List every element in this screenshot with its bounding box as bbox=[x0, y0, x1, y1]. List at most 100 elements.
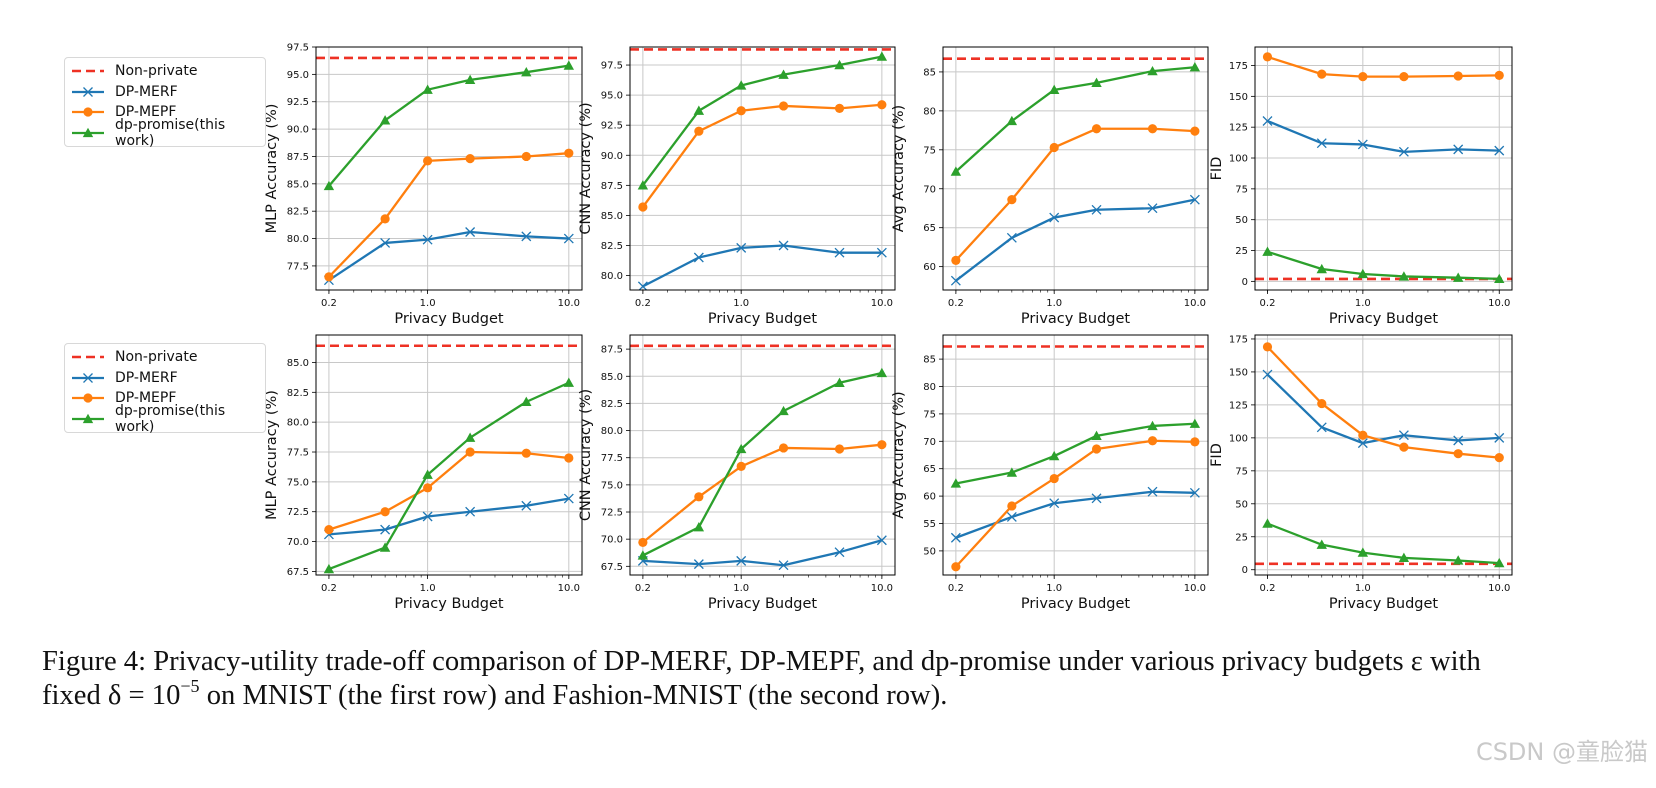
legend-marker bbox=[83, 372, 93, 383]
data-point-mepf bbox=[324, 272, 334, 282]
subplot-6: 67.5 70.0 72.5 75.0 77.5 80.0 82.5 85.0 87.5 0.2 1… bbox=[578, 334, 896, 612]
data-point-merf bbox=[1262, 369, 1273, 380]
data-point-merf bbox=[736, 242, 747, 253]
y-tick-label: 90.0 bbox=[287, 125, 309, 136]
data-point-merf bbox=[637, 281, 648, 290]
data-point-promise bbox=[693, 105, 705, 115]
data-point-merf bbox=[1147, 203, 1158, 214]
data-point-mepf bbox=[1262, 52, 1273, 62]
y-tick-label: 80.0 bbox=[601, 271, 623, 282]
y-tick-label: 80 bbox=[923, 106, 936, 117]
data-point-mepf bbox=[1091, 444, 1102, 454]
x-tick-label: 10.0 bbox=[1184, 298, 1206, 309]
series-line-promise bbox=[328, 381, 570, 571]
y-tick-label: 82.5 bbox=[601, 241, 623, 252]
axes-frame bbox=[629, 334, 896, 576]
data-point-mepf bbox=[1494, 70, 1504, 80]
data-point-promise bbox=[379, 542, 391, 552]
legend-entry-promise: dp-promise(this work) bbox=[65, 403, 265, 435]
y-axis-label: CNN Accuracy (%) bbox=[578, 102, 594, 234]
data-point-promise bbox=[876, 367, 888, 378]
legend-label: Non-private bbox=[115, 349, 198, 366]
data-point-mepf bbox=[694, 492, 704, 502]
y-tick-label: 55 bbox=[923, 519, 936, 530]
data-point-mepf bbox=[380, 214, 390, 224]
data-point-promise bbox=[1357, 268, 1369, 279]
data-point-mepf bbox=[465, 154, 475, 164]
x-axis-label: Privacy Budget bbox=[394, 311, 504, 327]
x-tick-label: 0.2 bbox=[1260, 298, 1276, 309]
watermark: CSDN @童脸猫 bbox=[1475, 738, 1648, 766]
x-tick-label: 0.2 bbox=[948, 298, 964, 309]
legend-swatch bbox=[72, 69, 104, 73]
data-point-promise bbox=[876, 51, 888, 61]
data-point-promise bbox=[464, 74, 476, 84]
data-point-mepf bbox=[951, 255, 961, 266]
data-point-merf bbox=[1453, 144, 1464, 155]
series-line-merf bbox=[328, 497, 570, 536]
legend-swatch bbox=[72, 413, 104, 423]
data-point-merf bbox=[1091, 204, 1102, 215]
y-tick-label: 125 bbox=[1229, 400, 1248, 411]
data-point-mepf bbox=[1091, 124, 1102, 134]
legend-label: Non-private bbox=[115, 63, 198, 80]
axes-frame bbox=[315, 46, 583, 291]
y-tick-label: 25 bbox=[1235, 246, 1248, 257]
x-tick-label: 1.0 bbox=[1355, 298, 1371, 309]
data-point-promise bbox=[1316, 539, 1327, 549]
data-point-mepf bbox=[521, 151, 531, 162]
data-point-merf bbox=[1494, 145, 1505, 156]
x-tick-label: 0.2 bbox=[948, 583, 964, 594]
caption-text: on MNIST (the first row) and Fashion-MNI… bbox=[199, 680, 948, 711]
data-point-merf bbox=[521, 231, 532, 242]
data-point-mepf bbox=[694, 126, 704, 136]
y-tick-label: 72.5 bbox=[601, 508, 623, 519]
data-point-promise bbox=[778, 405, 789, 416]
plot-area bbox=[316, 344, 582, 574]
y-tick-label: 80 bbox=[923, 382, 936, 393]
data-point-mepf bbox=[1190, 437, 1200, 447]
y-tick-label: 87.5 bbox=[601, 345, 623, 356]
data-point-merf bbox=[465, 227, 476, 237]
data-point-merf bbox=[1049, 212, 1060, 223]
y-axis-label: MLP Accuracy (%) bbox=[264, 104, 280, 234]
y-tick-label: 80.0 bbox=[287, 234, 309, 245]
plot-area bbox=[1255, 342, 1512, 568]
y-tick-label: 70 bbox=[923, 184, 936, 195]
legend-marker bbox=[83, 393, 93, 403]
data-point-mepf bbox=[1453, 449, 1463, 459]
figure-caption-line-2: fixed δ = 10−5 on MNIST (the first row) … bbox=[42, 677, 948, 712]
y-tick-label: 67.5 bbox=[601, 562, 623, 573]
series-line-merf bbox=[1267, 119, 1500, 153]
legend-swatch bbox=[72, 355, 104, 359]
x-tick-label: 10.0 bbox=[1488, 583, 1510, 594]
data-point-mepf bbox=[1399, 442, 1409, 452]
data-point-merf bbox=[465, 506, 476, 517]
data-point-merf bbox=[1494, 432, 1505, 443]
data-point-mepf bbox=[1399, 72, 1409, 82]
y-tick-label: 92.5 bbox=[287, 97, 309, 108]
data-point-promise bbox=[735, 443, 747, 454]
series-line-mepf bbox=[955, 127, 1195, 262]
y-tick-label: 60 bbox=[923, 262, 936, 273]
data-point-promise bbox=[1091, 430, 1102, 440]
y-tick-label: 150 bbox=[1229, 92, 1248, 103]
legend-label: DP-MEPF bbox=[115, 390, 177, 407]
y-tick-label: 75 bbox=[923, 145, 936, 156]
series-line-mepf bbox=[1267, 55, 1500, 78]
legend-label: dp-promise(this work) bbox=[115, 402, 226, 435]
subplot-5: 67.5 70.0 72.5 75.0 77.5 80.0 82.5 85.0 0.2 1.0 10… bbox=[264, 334, 583, 612]
data-point-mepf bbox=[521, 448, 531, 458]
axes-frame bbox=[1254, 334, 1513, 576]
data-point-promise bbox=[637, 550, 649, 560]
data-point-merf bbox=[834, 547, 845, 558]
data-point-merf bbox=[693, 559, 704, 570]
data-point-mepf bbox=[638, 202, 648, 212]
series-line-merf bbox=[328, 230, 569, 282]
data-point-promise bbox=[1316, 263, 1327, 274]
plot-area bbox=[943, 57, 1208, 286]
legend-entry-nonprivate: Non-private bbox=[65, 347, 265, 368]
x-tick-label: 0.2 bbox=[321, 298, 337, 309]
x-axis-label: Privacy Budget bbox=[1021, 311, 1131, 327]
y-axis-label: CNN Accuracy (%) bbox=[578, 389, 594, 521]
